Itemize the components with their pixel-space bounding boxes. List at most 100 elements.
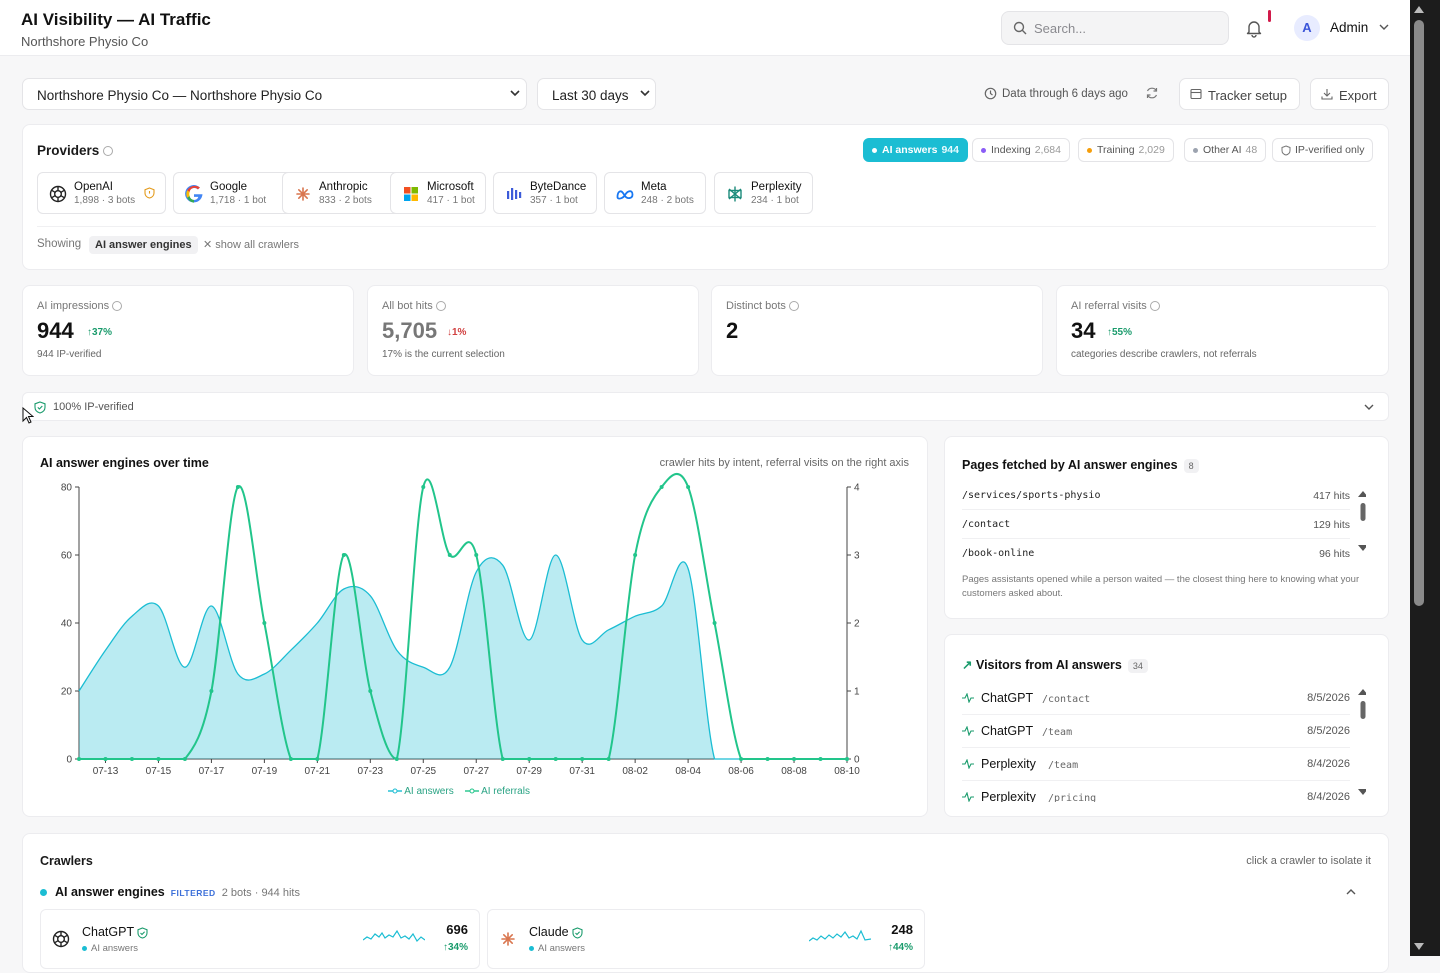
info-icon — [112, 301, 123, 312]
scroll-up-arrow-icon[interactable] — [1413, 4, 1425, 14]
site-select-value: Northshore Physio Co — Northshore Physio… — [37, 88, 323, 103]
kpi-sub: 944 IP-verified — [37, 349, 102, 360]
legend-ai-answers[interactable]: AI answers — [388, 786, 454, 797]
pages-list[interactable]: /services/sports-physio 417 hits /contact… — [945, 482, 1365, 557]
provider-meta: 1,718 · 1 bot — [210, 195, 267, 206]
verified-icon — [572, 927, 583, 939]
list-scrollbar[interactable] — [1358, 687, 1366, 799]
show-all-crawlers-link[interactable]: ✕ show all crawlers — [203, 239, 300, 251]
list-item[interactable]: ChatGPT/contact 8/5/2026 — [962, 682, 1350, 715]
info-icon — [103, 146, 114, 157]
list-item[interactable]: Perplexity/pricing 8/4/2026 — [962, 781, 1350, 802]
ai-referrals-point — [315, 757, 320, 761]
filter-ai-answers[interactable]: AI answers 944 — [863, 138, 968, 162]
download-icon — [1321, 89, 1333, 100]
provider-meta: 1,898 · 3 bots — [74, 195, 136, 206]
search-box[interactable] — [1001, 11, 1229, 45]
provider-google[interactable]: Google 1,718 · 1 bot — [173, 172, 296, 214]
kpi-label: AI impressions — [37, 300, 123, 312]
ai-referrals-point — [633, 553, 638, 557]
provider-meta: 234 · 1 bot — [751, 195, 799, 206]
ai-referrals-point — [580, 757, 585, 761]
provider-meta[interactable]: Meta 248 · 2 bots — [604, 172, 706, 214]
x-tick-label: 07-15 — [146, 766, 172, 777]
pages-fetched-title: Pages fetched by AI answer engines 8 — [962, 458, 1199, 473]
refresh-icon[interactable] — [1145, 86, 1159, 100]
y2-tick-label: 0 — [854, 755, 860, 766]
kpi-label: Distinct bots — [726, 300, 799, 312]
chevron-up-icon[interactable] — [1346, 888, 1356, 896]
provider-bytedance[interactable]: ByteDance 357 · 1 bot — [493, 172, 597, 214]
date-range-select[interactable]: Last 30 days — [537, 78, 656, 110]
scrollbar-thumb[interactable] — [1414, 20, 1424, 606]
export-button[interactable]: Export — [1310, 78, 1389, 110]
tracker-setup-button[interactable]: Tracker setup — [1179, 78, 1300, 110]
chevron-down-icon — [640, 90, 650, 97]
x-tick-label: 07-19 — [252, 766, 278, 777]
legend-ai-referrals[interactable]: AI referrals — [464, 786, 530, 797]
search-icon — [1013, 21, 1027, 35]
provider-meta: 357 · 1 bot — [530, 195, 578, 206]
crawlers-card: Crawlers click a crawler to isolate it A… — [22, 833, 1389, 973]
kpi-delta: ↑55% — [1107, 327, 1133, 338]
x-tick-label: 08-02 — [622, 766, 648, 777]
list-item[interactable]: Perplexity/team 8/4/2026 — [962, 748, 1350, 781]
provider-meta: 833 · 2 bots — [319, 195, 372, 206]
kpi-all-bot-hits: All bot hits 5,705 ↓1% 17% is the curren… — [367, 285, 699, 376]
ai-referrals-point — [659, 485, 664, 489]
bell-icon[interactable] — [1244, 18, 1264, 38]
provider-anthropic[interactable]: Anthropic 833 · 2 bots — [282, 172, 405, 214]
filter-indexing[interactable]: Indexing 2,684 — [972, 138, 1070, 162]
chart-note: crawler hits by intent, referral visits … — [659, 457, 909, 469]
anthropic-icon — [501, 932, 515, 946]
x-tick-label: 07-13 — [93, 766, 119, 777]
openai-icon — [52, 930, 70, 948]
list-item[interactable]: /book-online 96 hits — [962, 540, 1350, 557]
ip-verified-expander[interactable]: 100% IP-verified — [22, 392, 1389, 421]
filter-other-ai[interactable]: Other AI 48 — [1184, 138, 1267, 162]
activity-icon — [962, 759, 974, 769]
ai-referrals-line — [79, 473, 847, 761]
x-tick-label: 07-25 — [410, 766, 436, 777]
list-item[interactable]: /contact 129 hits — [962, 511, 1350, 539]
pages-fetched-card: Pages fetched by AI answer engines 8 /ser… — [944, 436, 1389, 619]
list-item[interactable]: ChatGPT/team 8/5/2026 — [962, 715, 1350, 748]
search-input[interactable] — [1034, 12, 1224, 44]
chart-legend: AI answers AI referrals — [388, 786, 530, 797]
list-item[interactable]: /services/sports-physio 417 hits — [962, 482, 1350, 510]
ai-referrals-point — [129, 757, 134, 761]
pages-note: Pages assistants opened while a person w… — [962, 574, 1360, 599]
shield-check-icon — [34, 401, 46, 414]
crawler-card-chatgpt[interactable]: ChatGPT AI answers 696 ↑34% — [40, 909, 480, 969]
divider — [37, 226, 1376, 227]
date-range-value: Last 30 days — [552, 88, 629, 103]
chevron-down-icon — [510, 90, 520, 97]
provider-openai[interactable]: OpenAI 1,898 · 3 bots — [37, 172, 166, 214]
filter-training[interactable]: Training 2,029 — [1078, 138, 1174, 162]
page-subtitle: Northshore Physio Co — [21, 34, 149, 49]
crawler-group-header[interactable]: AI answer engines FILTERED 2 bots · 944 hi… — [40, 885, 300, 899]
data-through-text: Data through 6 days ago — [1002, 88, 1128, 100]
provider-microsoft[interactable]: Microsoft 417 · 1 bot — [390, 172, 486, 214]
mouse-cursor-icon — [22, 407, 34, 424]
kpi-value: 34 — [1071, 318, 1096, 343]
kpi-value: 944 — [37, 318, 74, 343]
user-name[interactable]: Admin — [1330, 20, 1369, 35]
ai-referrals-point — [474, 553, 479, 557]
provider-perplexity[interactable]: Perplexity 234 · 1 bot — [714, 172, 813, 214]
visitors-list[interactable]: ChatGPT/contact 8/5/2026 ChatGPT/team 8/5/… — [945, 682, 1365, 802]
shield-warning-icon — [144, 187, 155, 199]
chevron-down-icon[interactable] — [1379, 23, 1389, 31]
crawler-card-claude[interactable]: Claude AI answers 248 ↑44% — [487, 909, 925, 969]
filter-ip-verified-only[interactable]: IP-verified only — [1272, 138, 1374, 162]
scroll-down-arrow-icon[interactable] — [1413, 942, 1425, 952]
site-select[interactable]: Northshore Physio Co — Northshore Physio… — [22, 78, 527, 110]
verified-icon — [137, 927, 148, 939]
kpi-delta: ↓1% — [447, 327, 467, 338]
provider-name: OpenAI — [74, 181, 113, 193]
crawlers-title: Crawlers — [40, 854, 93, 868]
crawler-hits: 696 — [446, 922, 468, 937]
y2-tick-label: 3 — [854, 551, 860, 562]
avatar[interactable]: A — [1294, 15, 1320, 41]
list-scrollbar[interactable] — [1358, 489, 1366, 555]
